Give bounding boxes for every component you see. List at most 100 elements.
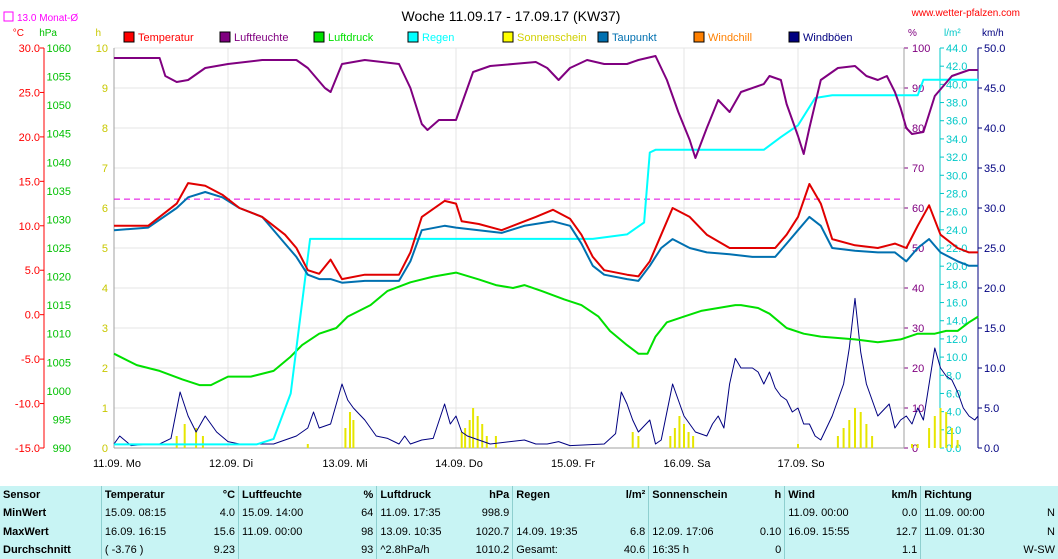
stats-header-unit: hPa [489,489,510,502]
stats-cell-value: 0 [775,543,782,556]
legend-swatch [597,31,609,43]
sunshine-bar [848,420,851,448]
stats-cell-value: 98 [361,525,374,538]
legend-item: Windböen [788,31,853,44]
day-label: 16.09. Sa [663,458,711,470]
stats-cell-time: 16.09. 15:55 [784,522,880,541]
stats-cell-time [238,540,336,559]
series-temperatur-line [114,182,979,281]
sunshine-bar [637,436,640,448]
stats-table: Sensor Temperatur °C Luftfeuchte% Luftdruck h… [0,486,1058,559]
temp-tick-label: -10.0 [15,399,40,411]
axis-labels: °C30.025.020.015.010.05.00.0-5.0-10.0-15… [13,28,1006,470]
stats-row: MinWert 15.09. 08:15 4.0 15.09. 14:00 64 11.0… [0,504,1058,523]
stats-header-unit [1018,486,1058,504]
legend-item: Windchill [693,31,752,44]
sunshine-bar [476,416,479,448]
series-windböen-line [113,297,979,447]
sunshine-bar [195,428,198,448]
sunshine-bar [933,416,936,448]
legend-swatch [693,31,705,43]
stats-cell-value: 40.6 [623,543,646,556]
stats-header-label: Richtung [920,486,1018,505]
stats-cell-value: N [1047,507,1055,520]
stats-cell-time: ^2.8hPa/h [376,540,458,559]
day-label: 13.09. Mi [322,458,367,470]
sunshine-bar [871,436,874,448]
press-tick-label: 1005 [47,357,71,369]
sunshine-bar [306,444,309,448]
sunshine-bar [854,408,856,448]
press-tick-label: 1015 [47,300,71,312]
press-tick-label: 1000 [47,386,71,398]
sunshine-bar [631,432,634,448]
stats-cell-time: 15.09. 14:00 [238,504,336,523]
sunshine-bar [939,408,942,448]
rain-tick-label: 36.0 [946,116,967,128]
press-tick-label: 1040 [47,157,71,169]
stats-cell-time: 11.09. 00:00 [784,504,880,523]
sunshine-bar [175,436,178,448]
rain-tick-label: 14.0 [946,316,967,328]
stats-cell-value: W-SW [1023,543,1055,556]
rain-tick-label: 40.0 [946,79,967,91]
rain-tick-label: 26.0 [946,207,967,219]
stats-cell-time: 16.09. 16:15 [100,522,200,541]
rain-tick-label: 4.0 [946,407,961,419]
legend-label: Regen [422,32,454,44]
legend-item: Sonnenschein [502,31,587,44]
stats-header-label: Sonnenschein [648,486,753,505]
wind-tick-label: 30.0 [984,203,1005,215]
stats-cell-time: ( -3.76 ) [100,540,200,559]
rain-tick-label: 2.0 [946,425,961,437]
stats-cell-value: 1.1 [901,543,918,556]
sunshine-bar [344,428,347,448]
rain-tick-label: 34.0 [946,134,967,146]
press-tick-label: 1050 [47,100,71,112]
legend-item: Taupunkt [597,31,657,44]
stats-cell-time: 12.09. 17:06 [648,522,753,541]
stats-cell-value: 1010.2 [475,543,510,556]
legend-swatch [788,31,800,43]
rain-tick-label: 42.0 [946,61,967,73]
stats-header-unit: % [363,489,374,502]
stats-row-label: MaxWert [3,525,49,538]
stats-cell-value: 64 [361,507,374,520]
temp-tick-label: -5.0 [21,354,40,366]
stats-header-unit: h [774,489,782,502]
stats-row: MaxWert 16.09. 16:15 15.6 11.09. 00:00 98 13.… [0,522,1058,541]
hum-tick-label: 40 [912,283,924,295]
press-tick-label: 1020 [47,272,71,284]
stats-header-unit: °C [222,489,236,502]
sunshine-bar [352,420,355,448]
stats-cell-time [784,540,880,559]
stats-header-unit: km/h [891,489,918,502]
stats-header-row: Sensor Temperatur °C Luftfeuchte% Luftdruck h… [0,486,1058,505]
rain-tick-label: 20.0 [946,261,967,273]
sun-tick-label: 7 [102,163,108,175]
legend-label: Temperatur [138,32,194,44]
sun-tick-label: 1 [102,403,108,415]
legend-label: Windböen [803,32,853,44]
sunshine-bar [201,436,204,448]
stats-cell-value: 4.0 [219,507,236,520]
sunshine-bar [911,444,913,448]
stats-header-label: Luftdruck [376,486,458,505]
temp-tick-label: 0.0 [25,310,40,322]
sunshine-bar [468,420,471,448]
press-tick-label: 990 [53,443,71,455]
chart-title: Woche 11.09.17 - 17.09.17 (KW37) [402,8,621,24]
sunshine-bar [956,440,959,448]
series-sunshine-bars [175,408,959,448]
stats-row: Durchschnitt ( -3.76 ) 9.23 93 ^2.8hPa/h 1010… [0,540,1058,559]
monthly-avg-marker-icon [3,11,14,22]
stats-cell-time: 11.09. 00:00 [238,522,336,541]
press-tick-label: 1060 [47,43,71,55]
rain-axis-unit: l/m² [944,28,961,39]
wind-tick-label: 50.0 [984,43,1005,55]
stats-cell-time [512,504,605,523]
site-credit[interactable]: www.wetter-pfalzen.com [911,8,1020,19]
hum-tick-label: 20 [912,363,924,375]
sunshine-bar [464,428,467,448]
monthly-avg-label: 13.0 Monat-Ø [17,13,78,24]
